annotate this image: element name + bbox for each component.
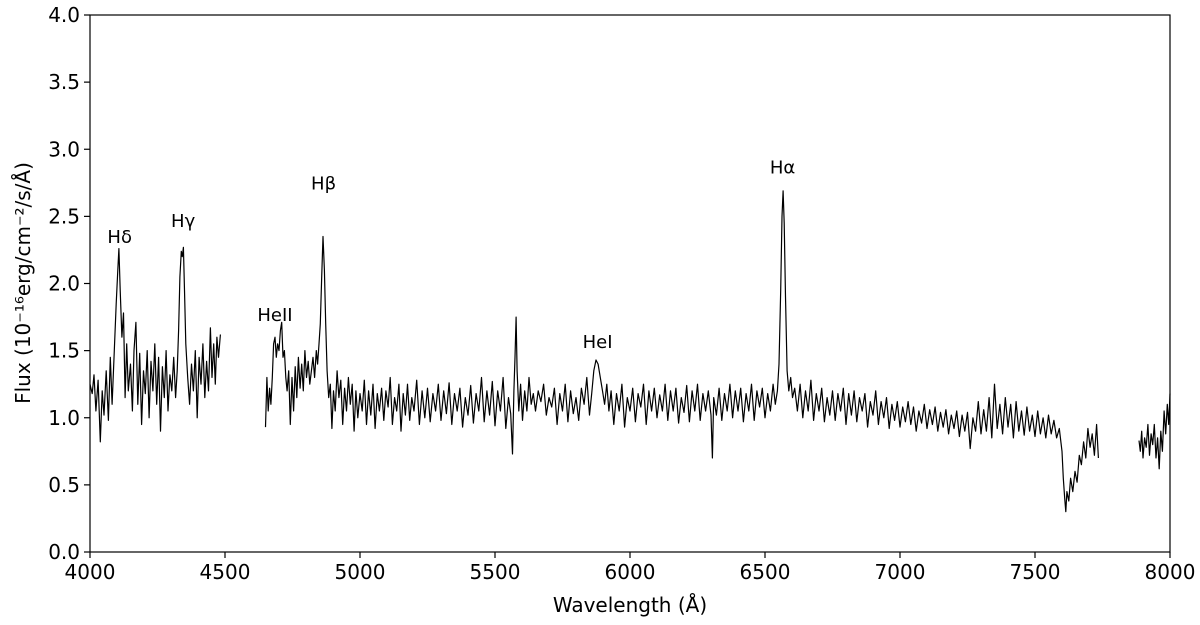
- plot-frame: [89, 14, 1171, 553]
- x-axis-label: Wavelength (Å): [553, 593, 707, 617]
- x-tick-label: 6500: [740, 560, 791, 584]
- x-axis-ticks: 4000 4500 5000 5500 6000 6500 7000 7500 8000: [65, 552, 1196, 584]
- x-tick-label: 7500: [1010, 560, 1061, 584]
- emission-line-label: Hγ: [171, 211, 196, 232]
- y-tick-label: 3.5: [48, 70, 80, 94]
- line-labels: Hδ Hγ HeII Hβ HeI Hα: [107, 157, 795, 353]
- spectrum-line-group: [89, 190, 1171, 513]
- x-tick-label: 7000: [875, 560, 926, 584]
- emission-line-label: HeII: [257, 305, 292, 326]
- y-tick-label: 0.0: [48, 540, 80, 564]
- y-tick-label: 1.5: [48, 339, 80, 363]
- emission-line-label: Hδ: [107, 227, 132, 248]
- y-tick-label: 0.5: [48, 473, 80, 497]
- plot-area: [90, 15, 1170, 552]
- y-axis-ticks: 0.0 0.5 1.0 1.5 2.0 2.5 3.0 3.5 4.0: [48, 3, 90, 564]
- emission-line-label: Hα: [770, 157, 795, 178]
- x-tick-label: 5500: [470, 560, 521, 584]
- x-tick-label: 6000: [605, 560, 656, 584]
- y-tick-label: 2.5: [48, 204, 80, 228]
- spectrum-segment-3: [1138, 393, 1171, 470]
- y-axis-label: Flux (10⁻¹⁶erg/cm⁻²/s/Å): [11, 162, 35, 404]
- spectrum-segment-2: [264, 190, 1099, 513]
- emission-line-label: Hβ: [311, 174, 336, 195]
- x-tick-label: 4000: [65, 560, 116, 584]
- y-tick-label: 3.0: [48, 137, 80, 161]
- x-tick-label: 8000: [1145, 560, 1196, 584]
- y-tick-label: 1.0: [48, 406, 80, 430]
- y-tick-label: 2.0: [48, 272, 80, 296]
- x-tick-label: 4500: [200, 560, 251, 584]
- x-tick-label: 5000: [335, 560, 386, 584]
- emission-line-label: HeI: [583, 332, 613, 353]
- y-tick-label: 4.0: [48, 3, 80, 27]
- spectrum-segment-1: [89, 246, 221, 443]
